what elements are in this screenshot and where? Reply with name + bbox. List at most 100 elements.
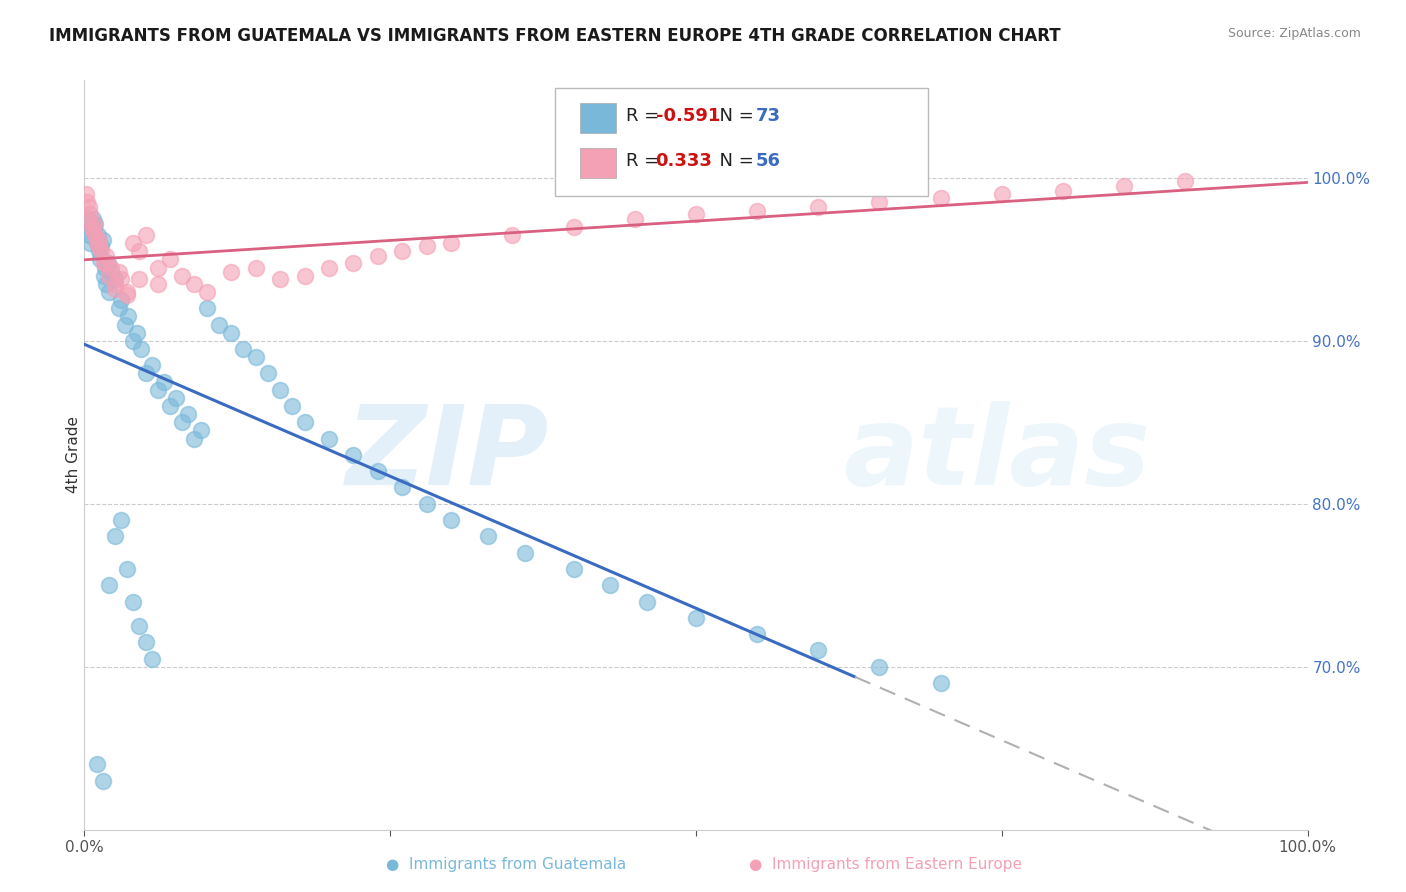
- Point: [90, 244, 112, 259]
- Point: [90, 239, 112, 253]
- Point: [807, 200, 830, 214]
- Point: [183, 277, 205, 291]
- Point: [869, 659, 891, 673]
- Point: [115, 285, 138, 299]
- Point: [91, 773, 114, 788]
- Point: [1174, 174, 1197, 188]
- Point: [82, 211, 104, 226]
- Text: 73: 73: [756, 107, 780, 125]
- Point: [869, 195, 891, 210]
- Point: [87, 227, 110, 242]
- Point: [342, 256, 364, 270]
- Text: 0.333: 0.333: [655, 153, 713, 170]
- FancyBboxPatch shape: [579, 103, 616, 133]
- Text: R =: R =: [626, 153, 665, 170]
- Point: [269, 383, 291, 397]
- Point: [219, 326, 242, 340]
- Point: [318, 432, 340, 446]
- Point: [122, 334, 145, 348]
- Point: [77, 200, 100, 214]
- Point: [440, 236, 463, 251]
- Point: [245, 260, 267, 275]
- Point: [257, 367, 280, 381]
- Text: ●  Immigrants from Eastern Europe: ● Immigrants from Eastern Europe: [749, 857, 1022, 872]
- Point: [129, 342, 152, 356]
- FancyBboxPatch shape: [579, 148, 616, 178]
- Point: [599, 578, 621, 592]
- Point: [747, 627, 769, 641]
- Point: [416, 497, 439, 511]
- Text: ●  Immigrants from Guatemala: ● Immigrants from Guatemala: [387, 857, 626, 872]
- Point: [82, 223, 104, 237]
- Point: [107, 301, 129, 316]
- Point: [294, 268, 316, 283]
- Point: [1114, 179, 1136, 194]
- Point: [991, 187, 1014, 202]
- Point: [93, 256, 115, 270]
- Point: [84, 227, 107, 242]
- Point: [146, 383, 169, 397]
- Point: [79, 207, 101, 221]
- Point: [135, 635, 157, 649]
- Point: [477, 529, 499, 543]
- Point: [128, 272, 150, 286]
- Point: [153, 375, 176, 389]
- Point: [75, 187, 97, 202]
- Point: [87, 244, 110, 259]
- Point: [172, 415, 194, 429]
- Point: [159, 252, 181, 267]
- Point: [245, 350, 267, 364]
- Point: [89, 252, 111, 267]
- Point: [624, 211, 647, 226]
- Point: [146, 277, 169, 291]
- Point: [636, 594, 658, 608]
- Point: [502, 227, 524, 242]
- Point: [367, 249, 389, 263]
- Point: [104, 529, 127, 543]
- Point: [110, 513, 132, 527]
- Point: [117, 310, 139, 324]
- Point: [929, 676, 952, 690]
- Point: [562, 562, 585, 576]
- Point: [128, 244, 150, 259]
- Point: [269, 272, 291, 286]
- Point: [97, 256, 120, 270]
- Text: N =: N =: [709, 153, 759, 170]
- Text: 56: 56: [756, 153, 780, 170]
- Point: [77, 211, 100, 226]
- Point: [294, 415, 316, 429]
- Point: [77, 211, 100, 226]
- Point: [110, 272, 132, 286]
- Text: IMMIGRANTS FROM GUATEMALA VS IMMIGRANTS FROM EASTERN EUROPE 4TH GRADE CORRELATIO: IMMIGRANTS FROM GUATEMALA VS IMMIGRANTS …: [49, 27, 1062, 45]
- Point: [219, 265, 242, 279]
- Point: [110, 293, 132, 308]
- Point: [100, 260, 122, 275]
- Point: [685, 611, 707, 625]
- Point: [96, 277, 118, 291]
- Point: [97, 285, 120, 299]
- Point: [86, 236, 108, 251]
- Point: [97, 578, 120, 592]
- Y-axis label: 4th Grade: 4th Grade: [66, 417, 80, 493]
- Point: [80, 219, 103, 234]
- Point: [122, 594, 145, 608]
- Point: [177, 407, 200, 421]
- Point: [747, 203, 769, 218]
- Point: [195, 301, 218, 316]
- Point: [76, 219, 98, 234]
- Point: [281, 399, 304, 413]
- Point: [807, 643, 830, 657]
- Point: [135, 227, 157, 242]
- Point: [342, 448, 364, 462]
- Point: [76, 195, 98, 210]
- Point: [104, 282, 127, 296]
- FancyBboxPatch shape: [555, 87, 928, 196]
- Point: [77, 227, 100, 242]
- Point: [929, 190, 952, 204]
- Point: [165, 391, 187, 405]
- Point: [94, 260, 117, 275]
- Point: [318, 260, 340, 275]
- Point: [416, 239, 439, 253]
- Point: [87, 239, 110, 253]
- Text: atlas: atlas: [842, 401, 1150, 508]
